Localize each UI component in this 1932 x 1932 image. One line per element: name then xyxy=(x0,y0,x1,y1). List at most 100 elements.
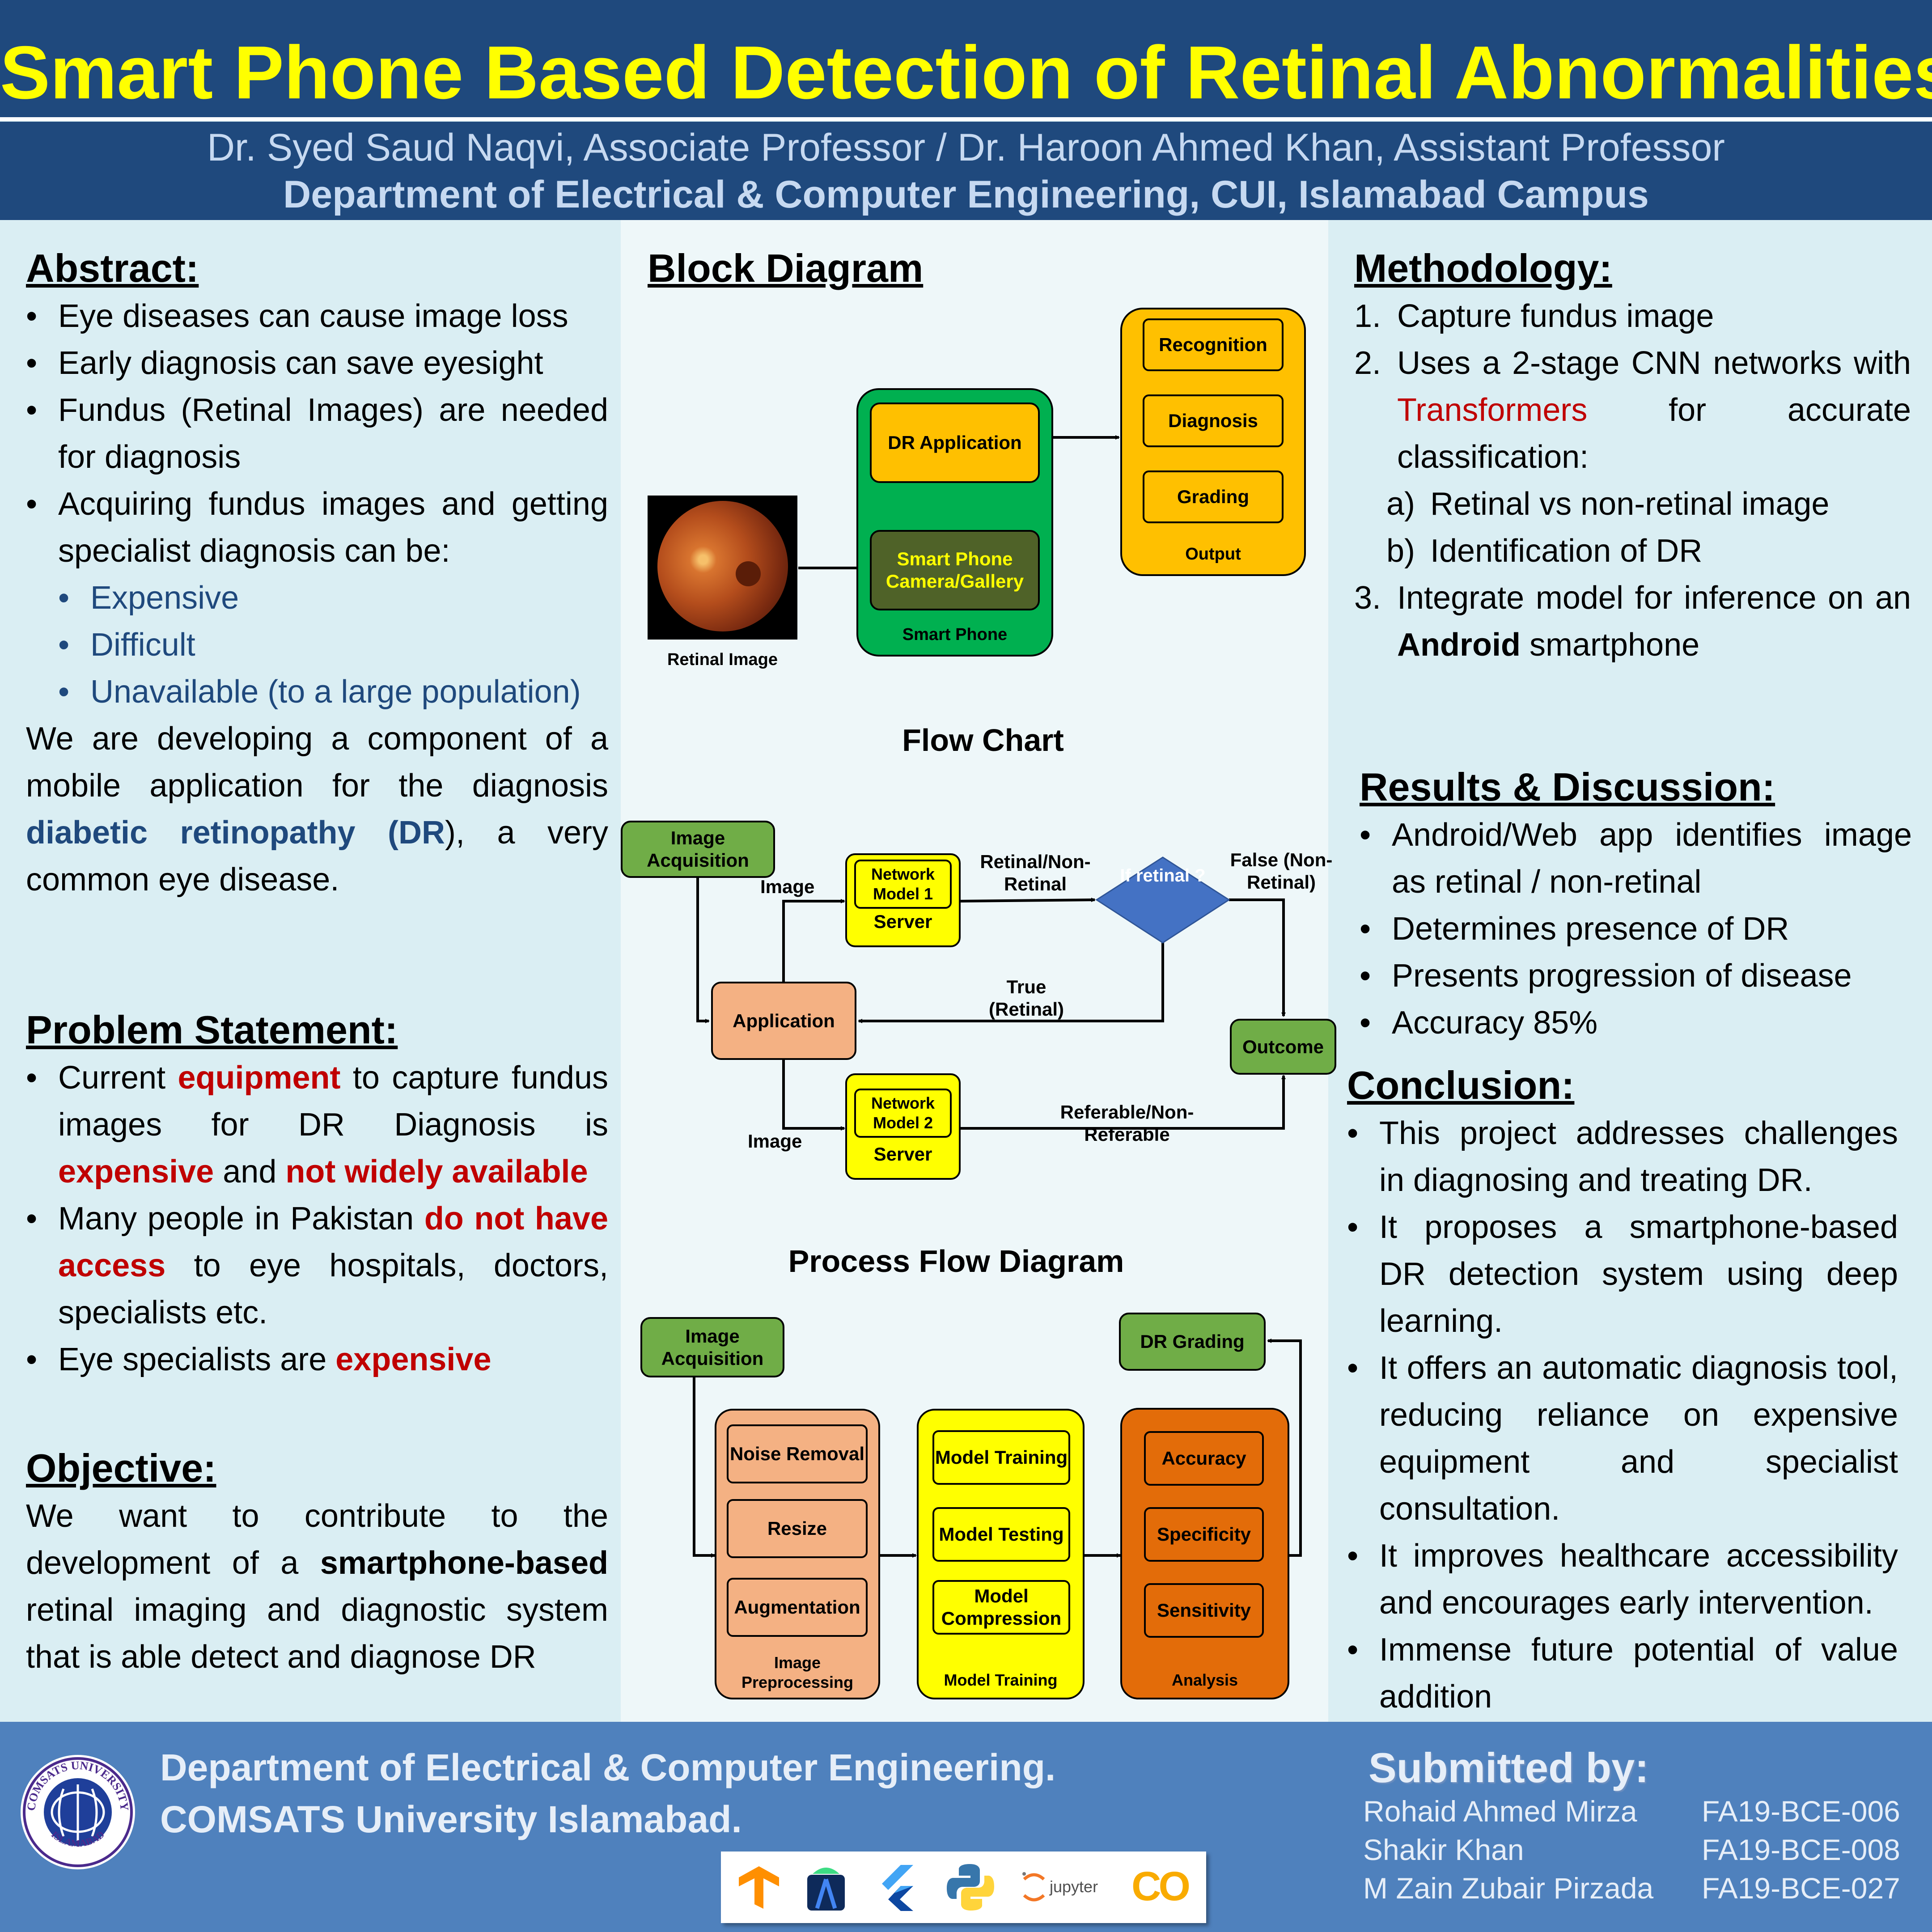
list-item: This project addresses challenges in dia… xyxy=(1347,1110,1898,1204)
list-item: It offers an automatic diagnosis tool, r… xyxy=(1347,1345,1898,1533)
list-item: Determines presence of DR xyxy=(1360,906,1912,953)
list-item: Eye diseases can cause image loss xyxy=(26,293,608,340)
results-heading: Results & Discussion: xyxy=(1360,765,1775,809)
problem-heading: Problem Statement: xyxy=(26,1008,398,1052)
arrow xyxy=(693,1377,716,1558)
specificity-box: Specificity xyxy=(1144,1507,1264,1562)
footer-university: COMSATS University Islamabad. xyxy=(160,1798,742,1840)
retinal-image xyxy=(648,496,797,640)
dr-grading-box: DR Grading xyxy=(1119,1313,1266,1371)
arrow xyxy=(1229,898,1286,1017)
abstract-heading: Abstract: xyxy=(26,246,199,290)
footer-department: Department of Electrical & Computer Engi… xyxy=(160,1746,1056,1788)
accuracy-box: Accuracy xyxy=(1144,1431,1264,1486)
dr-application-box: DR Application xyxy=(870,402,1040,483)
student-name: Shakir Khan xyxy=(1363,1833,1524,1866)
abstract-list: Eye diseases can cause image loss Early … xyxy=(26,293,608,716)
server-1-label: Server xyxy=(873,911,932,932)
retinal-image-label: Retinal Image xyxy=(667,650,778,669)
conclusion-section: Conclusion: This project addresses chall… xyxy=(1347,1061,1898,1720)
list-item: Current equipment to capture fundus imag… xyxy=(26,1055,608,1195)
list-item: It improves healthcare accessibility and… xyxy=(1347,1533,1898,1627)
flutter-icon xyxy=(882,1865,913,1911)
sub-list-item: Expensive xyxy=(26,575,608,622)
tensorflow-icon xyxy=(739,1866,779,1909)
student-id: FA19-BCE-027 xyxy=(1702,1872,1900,1905)
list-item: Immense future potential of value additi… xyxy=(1347,1627,1898,1720)
method-substep: b) Identification of DR xyxy=(1386,533,1703,569)
title-bar xyxy=(0,0,1932,117)
abstract-text: We are developing a component of a mobil… xyxy=(26,721,608,804)
referable-label: Referable/Non-Referable xyxy=(1060,1102,1194,1145)
process-image-acquisition-box: Image Acquisition xyxy=(640,1317,784,1377)
header-divider xyxy=(0,117,1932,121)
method-step: 1. Capture fundus image xyxy=(1354,298,1714,334)
true-label: True (Retinal) xyxy=(989,976,1064,1020)
student-id: FA19-BCE-008 xyxy=(1702,1833,1900,1866)
arrow xyxy=(782,899,845,982)
list-item: Many people in Pakistan do not have acce… xyxy=(26,1195,608,1336)
abstract-text-end: ), a very common eye disease. xyxy=(26,815,608,898)
methodology-section: Methodology: 1. Capture fundus image 2. Us… xyxy=(1354,244,1911,669)
student-id: FA19-BCE-006 xyxy=(1702,1795,1900,1828)
network-model-2: Network Model 2 xyxy=(854,1089,952,1138)
authors-line: Dr. Syed Saud Naqvi, Associate Professor… xyxy=(207,126,1725,169)
model-testing-box: Model Testing xyxy=(932,1507,1070,1562)
sub-list-item: Difficult xyxy=(26,622,608,669)
student-name: M Zain Zubair Pirzada xyxy=(1363,1872,1654,1905)
results-section: Results & Discussion: Android/Web app id… xyxy=(1360,763,1912,1046)
application-box: Application xyxy=(711,982,856,1060)
grading-box: Grading xyxy=(1143,470,1284,523)
image-label-bottom: Image xyxy=(748,1131,802,1152)
arrow xyxy=(1267,1339,1302,1557)
conclusion-heading: Conclusion: xyxy=(1347,1063,1575,1107)
network-model-1: Network Model 1 xyxy=(854,860,952,909)
objective-heading: Objective: xyxy=(26,1446,216,1490)
abstract-paragraph: We are developing a component of a mobil… xyxy=(26,716,608,903)
list-item: Early diagnosis can save eyesight xyxy=(26,340,608,387)
problem-list: Current equipment to capture fundus imag… xyxy=(26,1055,608,1383)
arrow xyxy=(858,920,1164,1023)
server-2-label: Server xyxy=(873,1144,932,1165)
python-icon xyxy=(947,1864,994,1911)
list-item: Eye specialists are expensive xyxy=(26,1336,608,1383)
dr-highlight: diabetic retinopathy (DR xyxy=(26,815,445,851)
problem-section: Problem Statement: Current equipment to … xyxy=(26,1005,608,1383)
university-seal-icon: COMSATS UNIVERSITY ISLAMABAD xyxy=(21,1755,135,1869)
decision-diamond xyxy=(1096,856,1230,944)
objective-section: Objective: We want to contribute to the … xyxy=(26,1444,608,1681)
list-item: It proposes a smartphone-based DR detect… xyxy=(1347,1204,1898,1345)
image-label-top: Image xyxy=(760,876,815,897)
method-substep: a) Retinal vs non-retinal image xyxy=(1386,486,1830,522)
recognition-box: Recognition xyxy=(1143,318,1284,371)
flow-chart-title: Flow Chart xyxy=(902,723,1064,758)
fundus-photo xyxy=(657,501,788,631)
server-1: Network Model 1 Server xyxy=(845,853,961,947)
colab-icon: CO xyxy=(1131,1864,1191,1909)
if-retinal-label: If retinal ? xyxy=(1120,866,1206,886)
arrow xyxy=(960,898,1096,902)
method-step: 3.Integrate model for inference on an sm… xyxy=(1354,580,1911,663)
macula xyxy=(736,561,761,586)
list-item: Fundus (Retinal Images) are needed for d… xyxy=(26,387,608,481)
tools-logo-strip: jupyter CO xyxy=(721,1852,1206,1923)
server-2: Network Model 2 Server xyxy=(845,1073,961,1180)
sensitivity-box: Sensitivity xyxy=(1144,1583,1264,1638)
process-flow-title: Process Flow Diagram xyxy=(788,1244,1124,1279)
arrow xyxy=(696,877,710,1023)
image-acquisition-box: Image Acquisition xyxy=(621,821,775,878)
list-item: Presents progression of disease xyxy=(1360,953,1912,1000)
block-diagram-title: Block Diagram xyxy=(648,246,924,290)
noise-removal-box: Noise Removal xyxy=(727,1424,868,1483)
method-step: 2. Uses a 2-stage CNN networks with Trans… xyxy=(1354,345,1911,475)
false-label: False (Non-Retinal) xyxy=(1230,849,1333,893)
jupyter-icon xyxy=(1022,1872,1045,1902)
author-bar xyxy=(0,122,1932,220)
methodology-heading: Methodology: xyxy=(1354,246,1612,290)
augmentation-box: Augmentation xyxy=(727,1578,868,1637)
list-item: Android/Web app identifies image as reti… xyxy=(1360,812,1912,906)
outcome-box: Outcome xyxy=(1230,1019,1336,1075)
camera-box: Smart Phone Camera/Gallery xyxy=(870,530,1040,610)
arrow xyxy=(961,1075,1286,1130)
department-line: Department of Electrical & Computer Engi… xyxy=(283,173,1649,216)
